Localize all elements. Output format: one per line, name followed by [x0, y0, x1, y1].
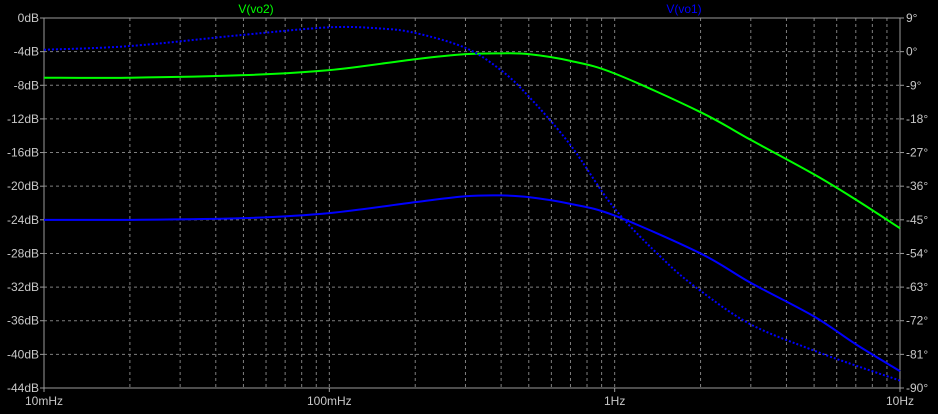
left-tick-label: -20dB	[7, 179, 39, 193]
curves	[43, 25, 901, 382]
plot-area-frame	[43, 17, 901, 389]
left-tick-label: -40dB	[7, 347, 39, 361]
left-tick-label: -16dB	[7, 146, 39, 160]
series-v-vo1-magnitude-line	[43, 194, 901, 373]
grid	[43, 17, 900, 389]
right-tick-label: -45°	[906, 213, 928, 227]
x-tick-label: 1Hz	[604, 394, 625, 408]
left-tick-label: -12dB	[7, 112, 39, 126]
legend-v-vo2[interactable]: V(vo2)	[238, 2, 273, 16]
right-tick-label: -90°	[906, 381, 928, 395]
right-tick-label: 9°	[906, 11, 918, 25]
right-tick-label: -36°	[906, 179, 928, 193]
legend-v-vo1[interactable]: V(vo1)	[666, 2, 701, 16]
x-axis-ticks: 10mHz 100mHz 1Hz 10Hz	[25, 388, 914, 408]
right-tick-label: -54°	[906, 246, 928, 260]
right-tick-label: -81°	[906, 347, 928, 361]
right-axis-ticks: 9° 0° -9° -18° -27° -36° -45° -54° -63° -72° -81° -…	[900, 11, 928, 395]
right-tick-label: -9°	[906, 78, 922, 92]
left-tick-label: -44dB	[7, 381, 39, 395]
series-v-vo1-phase-line	[43, 25, 901, 382]
series-v-vo2-magnitude-line	[43, 52, 901, 230]
right-tick-label: 0°	[906, 45, 918, 59]
left-tick-label: -4dB	[14, 45, 39, 59]
x-tick-label: 10Hz	[886, 394, 914, 408]
left-axis-ticks: 0dB -4dB -8dB -12dB -16dB -20dB -24dB -28dB -32d…	[7, 11, 44, 395]
left-tick-label: -32dB	[7, 280, 39, 294]
legend: V(vo2) V(vo1)	[238, 2, 701, 16]
left-tick-label: 0dB	[18, 11, 39, 25]
right-tick-label: -27°	[906, 146, 928, 160]
left-tick-label: -28dB	[7, 246, 39, 260]
x-tick-label: 100mHz	[307, 394, 352, 408]
right-tick-label: -18°	[906, 112, 928, 126]
left-tick-label: -8dB	[14, 78, 39, 92]
right-tick-label: -72°	[906, 314, 928, 328]
x-tick-label: 10mHz	[25, 394, 63, 408]
left-tick-label: -24dB	[7, 213, 39, 227]
left-tick-label: -36dB	[7, 314, 39, 328]
right-tick-label: -63°	[906, 280, 928, 294]
